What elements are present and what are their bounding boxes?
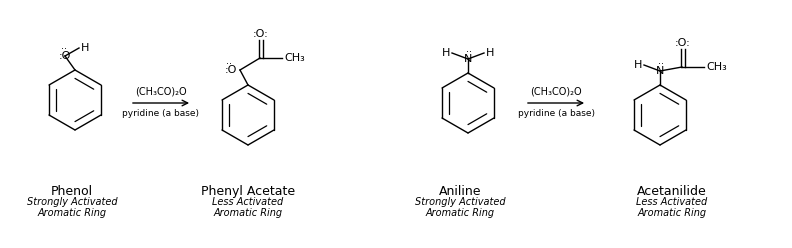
Text: (CH₃CO)₂O: (CH₃CO)₂O: [135, 87, 187, 97]
Text: N: N: [656, 66, 664, 76]
Text: :O: :O: [225, 65, 237, 75]
Text: Phenol: Phenol: [51, 185, 93, 198]
Text: Aromatic Ring: Aromatic Ring: [37, 208, 107, 218]
Text: H: H: [442, 48, 450, 58]
Text: CH₃: CH₃: [284, 53, 305, 63]
Text: Aromatic Ring: Aromatic Ring: [638, 208, 706, 218]
Text: pyridine (a base): pyridine (a base): [123, 109, 200, 118]
Text: :O:: :O:: [675, 38, 691, 48]
Text: Less Activated: Less Activated: [212, 197, 284, 207]
Text: Acetanilide: Acetanilide: [637, 185, 707, 198]
Text: Aromatic Ring: Aromatic Ring: [213, 208, 283, 218]
Text: CH₃: CH₃: [706, 62, 727, 72]
Text: Strongly Activated: Strongly Activated: [27, 197, 117, 207]
Text: Aromatic Ring: Aromatic Ring: [425, 208, 494, 218]
Text: ··: ··: [61, 44, 67, 54]
Text: ··: ··: [226, 59, 232, 69]
Text: Aniline: Aniline: [439, 185, 482, 198]
Text: ··: ··: [466, 47, 472, 57]
Text: Less Activated: Less Activated: [637, 197, 707, 207]
Text: Strongly Activated: Strongly Activated: [415, 197, 505, 207]
Text: :O: :O: [59, 51, 71, 61]
Text: :O:: :O:: [253, 29, 268, 39]
Text: N: N: [464, 54, 472, 64]
Text: pyridine (a base): pyridine (a base): [517, 109, 595, 118]
Text: H: H: [634, 60, 642, 70]
Text: H: H: [81, 43, 89, 53]
Text: (CH₃CO)₂O: (CH₃CO)₂O: [530, 87, 582, 97]
Text: Phenyl Acetate: Phenyl Acetate: [201, 185, 295, 198]
Text: H: H: [486, 48, 494, 58]
Text: ··: ··: [658, 59, 664, 69]
